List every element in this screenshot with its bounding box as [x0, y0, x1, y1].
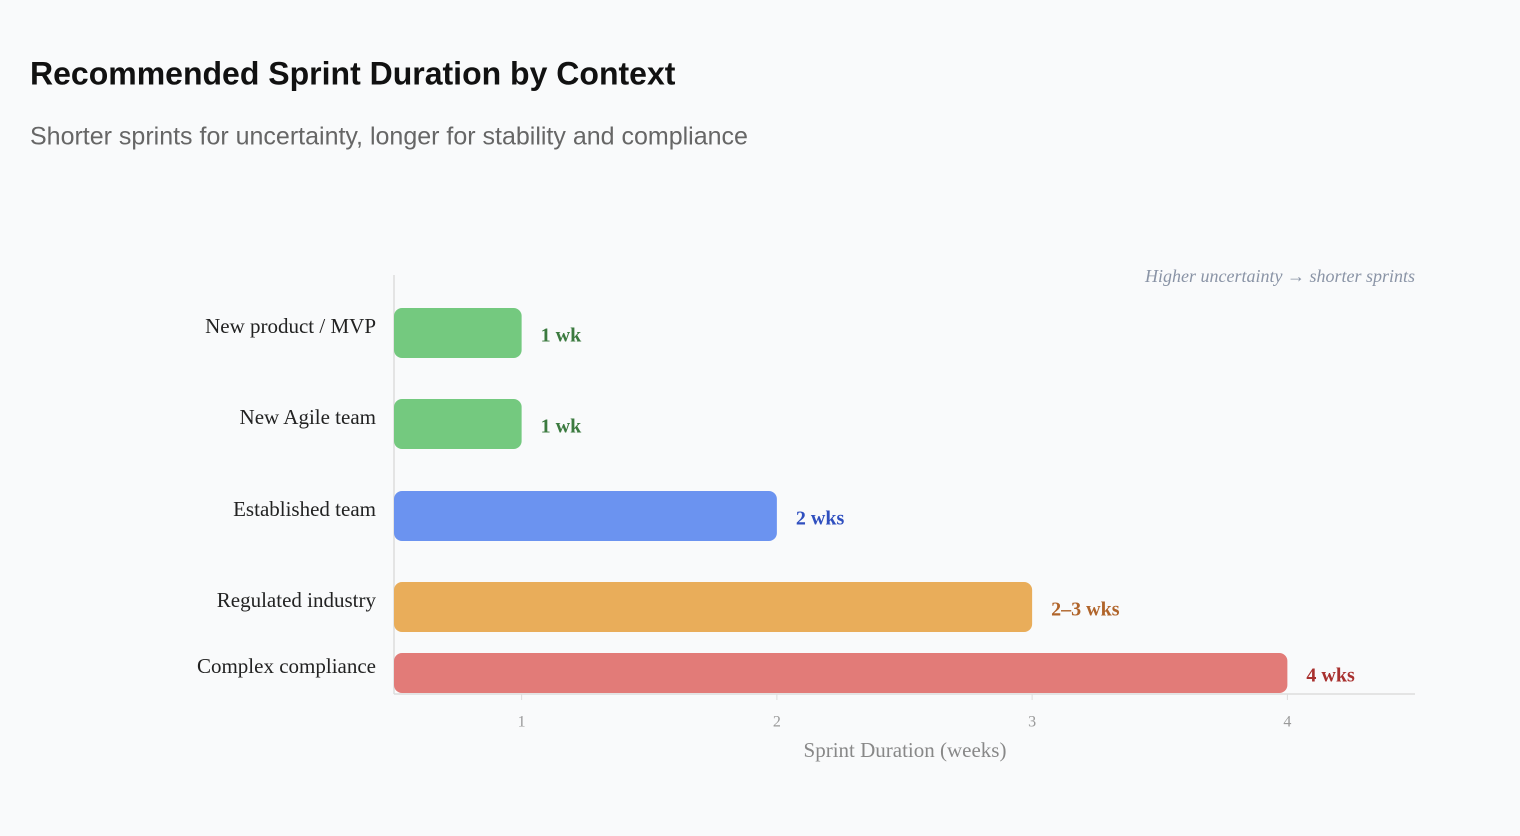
bar — [394, 653, 1288, 693]
chart-title: Recommended Sprint Duration by Context — [30, 55, 676, 91]
bar — [394, 308, 522, 358]
category-label: Regulated industry — [217, 588, 377, 612]
value-label: 1 wk — [541, 325, 582, 347]
annotation: Higher uncertainty → shorter sprints — [1144, 266, 1415, 286]
category-label: Complex compliance — [197, 654, 376, 678]
value-label: 4 wks — [1306, 665, 1355, 687]
category-label: New product / MVP — [205, 314, 376, 338]
x-tick-label: 1 — [518, 714, 526, 731]
x-axis-label: Sprint Duration (weeks) — [804, 738, 1007, 762]
bar — [394, 491, 777, 541]
bar — [394, 582, 1033, 632]
x-tick-label: 4 — [1283, 714, 1291, 731]
x-tick-label: 3 — [1028, 714, 1036, 731]
category-label: Established team — [233, 497, 376, 521]
value-label: 2 wks — [796, 508, 845, 530]
value-label: 1 wk — [541, 416, 582, 438]
chart-subtitle: Shorter sprints for uncertainty, longer … — [30, 123, 748, 151]
bar — [394, 399, 522, 449]
category-label: New Agile team — [240, 405, 376, 429]
value-label: 2–3 wks — [1051, 599, 1120, 621]
x-tick-label: 2 — [773, 714, 781, 731]
